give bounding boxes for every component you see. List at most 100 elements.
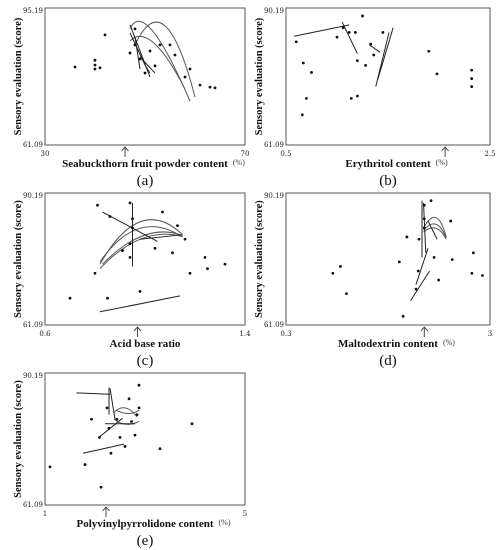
data-point-3: [345, 292, 348, 296]
x-tick-label-max: 1.4: [239, 330, 251, 338]
x-marker-arrow: [420, 326, 429, 337]
data-point-6: [121, 249, 124, 252]
trend-line-1: [76, 392, 111, 395]
data-point-12: [127, 397, 131, 401]
data-point-1: [48, 465, 52, 469]
x-axis-unit: (%): [233, 158, 245, 167]
data-point-19: [471, 251, 475, 255]
x-axis-unit: (%): [219, 518, 231, 527]
y-tick-label-max: 90.19: [264, 7, 284, 15]
data-point-9: [353, 31, 357, 34]
x-axis-unit: (%): [443, 338, 455, 347]
y-tick-label-min: 61.09: [264, 321, 284, 329]
y-tick-label-min: 61.09: [23, 501, 43, 509]
trend-line-4: [139, 56, 156, 74]
y-axis-label: Sensory evaluation (score): [13, 380, 24, 498]
data-point-4: [310, 71, 313, 74]
trend-curve-1: [423, 216, 447, 238]
x-tick-label-min: 1: [43, 510, 47, 518]
data-point-2: [83, 463, 87, 466]
data-point-1: [331, 271, 335, 275]
data-point-3: [93, 67, 97, 71]
data-point-21: [470, 77, 474, 80]
data-point-7: [128, 201, 132, 205]
data-point-7: [107, 426, 111, 430]
chart-panel-4: 90.19 61.090.3 3 Sensory evaluation (score)…: [254, 192, 492, 369]
trend-curve-3: [423, 227, 447, 240]
plot-frame: [44, 7, 246, 146]
data-point-17: [183, 75, 187, 79]
data-point-9: [133, 43, 137, 47]
x-marker-arrow: [102, 506, 110, 517]
data-point-14: [158, 43, 162, 47]
data-point-18: [427, 49, 431, 53]
data-point-16: [372, 53, 376, 57]
trend-line-5: [369, 44, 381, 53]
data-point-19: [198, 83, 202, 87]
plot-frame: [44, 372, 246, 506]
data-point-12: [148, 49, 152, 53]
data-point-5: [93, 58, 97, 62]
data-point-11: [123, 445, 127, 448]
trend-line-2: [99, 295, 181, 313]
data-point-4: [98, 435, 101, 439]
data-point-17: [137, 383, 141, 387]
panel-label: (e): [137, 533, 154, 549]
y-axis-label: Sensory evaluation (score): [13, 17, 24, 135]
data-point-4: [106, 296, 109, 300]
trend-curve-1: [99, 219, 183, 265]
trend-line-3: [410, 270, 430, 301]
data-point-1: [73, 65, 77, 69]
trend-line-4: [139, 234, 183, 240]
data-point-21: [223, 262, 227, 266]
trend-curve-2: [113, 418, 140, 425]
data-point-6: [335, 35, 339, 39]
data-point-10: [356, 59, 359, 63]
data-point-18: [158, 447, 162, 451]
data-point-11: [143, 71, 147, 75]
data-point-5: [401, 314, 405, 318]
data-point-13: [429, 199, 433, 203]
data-point-3: [90, 417, 93, 421]
data-point-4: [98, 66, 102, 70]
data-point-20: [470, 68, 474, 72]
panel-label: (d): [379, 353, 397, 369]
x-axis-label: Acid base ratio: [110, 338, 181, 350]
trend-line-5: [144, 64, 151, 74]
data-point-19: [206, 267, 209, 271]
x-tick-label-max: 70: [241, 150, 250, 158]
trend-line-1: [294, 24, 350, 37]
data-point-18: [470, 271, 474, 275]
data-point-15: [168, 43, 172, 47]
data-point-8: [128, 242, 132, 246]
x-marker-arrow: [441, 146, 449, 157]
trend-curve-1: [113, 407, 138, 418]
trend-line-2: [341, 21, 358, 54]
plot-frame: [44, 192, 246, 326]
data-point-13: [361, 14, 364, 18]
data-point-20: [208, 85, 212, 89]
data-point-10: [422, 203, 426, 207]
data-point-15: [135, 413, 139, 417]
data-point-11: [422, 217, 426, 221]
x-tick-label-max: 5: [243, 510, 247, 518]
trend-line-5: [427, 220, 438, 240]
data-point-1: [294, 40, 298, 44]
x-tick-label-min: 30: [41, 150, 50, 158]
trend-line-3: [134, 36, 141, 70]
data-point-12: [349, 96, 353, 100]
x-axis-label: Erythritol content: [345, 158, 431, 170]
data-point-17: [381, 31, 385, 34]
plot-frame: [285, 192, 491, 326]
trend-line-1: [102, 211, 158, 242]
y-axis-label: Sensory evaluation (score): [254, 17, 265, 135]
data-point-6: [405, 235, 409, 239]
data-point-19: [190, 422, 194, 426]
data-point-10: [118, 435, 122, 439]
data-point-2: [93, 63, 97, 67]
data-point-22: [470, 85, 474, 88]
data-point-18: [188, 67, 192, 71]
y-tick-label-max: 95.19: [23, 7, 43, 15]
data-point-9: [128, 255, 132, 259]
